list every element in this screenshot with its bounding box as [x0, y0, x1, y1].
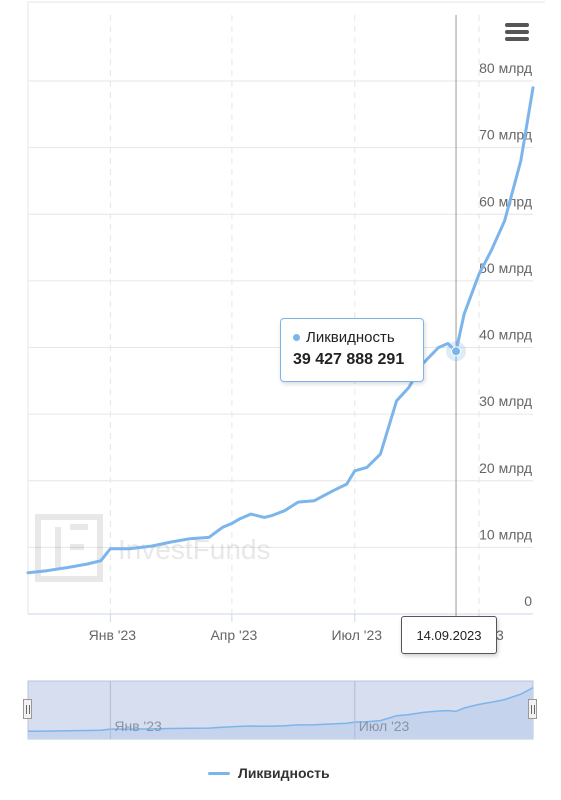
data-point [437, 346, 440, 349]
x-tick-label: Апр '23 [210, 627, 257, 643]
y-tick-label: 50 млрд [479, 260, 532, 276]
y-tick-label: 10 млрд [479, 526, 532, 542]
y-tick-label: 30 млрд [479, 393, 532, 409]
tooltip: Ликвидность 39 427 888 291 [280, 318, 424, 382]
x-tick-label: Июл '23 [331, 627, 382, 643]
navigator-tick-label: Янв '23 [114, 718, 162, 734]
data-point [283, 509, 286, 512]
data-point [263, 516, 266, 519]
y-tick-label: 70 млрд [479, 127, 532, 143]
y-tick-label: 80 млрд [479, 60, 532, 76]
y-tick-label: 40 млрд [479, 327, 532, 343]
data-point [463, 313, 465, 316]
data-point [297, 501, 299, 503]
data-point [100, 559, 102, 562]
data-point [231, 522, 233, 525]
data-point [170, 541, 172, 543]
chart-axes: 0 10 млрд 20 млрд 30 млрд 40 млрд 50 млрд 60 м… [28, 60, 533, 643]
data-point [67, 566, 70, 569]
y-tick-label: 20 млрд [479, 460, 532, 476]
navigator-area [28, 687, 533, 739]
data-point [366, 466, 368, 469]
navigator-left-handle[interactable] [23, 699, 32, 719]
data-point [109, 547, 112, 550]
data-point [239, 517, 241, 520]
navigator-selected-range[interactable] [28, 681, 533, 739]
navigator-right-handle[interactable] [528, 699, 537, 719]
data-point [221, 526, 224, 529]
data-point [151, 545, 153, 547]
data-point [345, 483, 348, 485]
data-point [27, 571, 29, 574]
data-point [532, 86, 534, 89]
data-point [408, 386, 410, 389]
data-point [332, 489, 335, 492]
data-point [208, 536, 210, 539]
data-point [189, 537, 191, 540]
chart-grid [27, 1, 545, 615]
watermark-logo: InvestFunds [35, 514, 271, 582]
hamburger-menu-icon[interactable] [500, 20, 534, 50]
legend-label: Ликвидность [238, 765, 330, 781]
y-tick-label: 0 [524, 593, 532, 609]
data-point [271, 514, 274, 517]
watermark-logo-mark [35, 514, 103, 582]
data-point [379, 453, 382, 455]
watermark: InvestFunds [35, 514, 271, 582]
crosshair-date-label: 14.09.2023 [401, 616, 497, 654]
data-point [520, 160, 522, 162]
data-point [478, 273, 480, 276]
tooltip-series-dot [293, 334, 300, 341]
crosshair [446, 15, 467, 618]
data-point [313, 499, 316, 502]
navigator-series-line [27, 686, 534, 733]
highlight-point [451, 346, 462, 357]
data-point [503, 220, 506, 222]
y-tick-label: 60 млрд [479, 193, 532, 209]
x-tick-label: Янв '23 [89, 627, 137, 643]
data-point [128, 547, 131, 550]
data-point [86, 563, 89, 565]
legend-item[interactable]: Ликвидность [208, 762, 330, 784]
tooltip-value: 39 427 888 291 [293, 351, 405, 368]
legend-line-icon [208, 771, 230, 775]
data-point [46, 569, 48, 572]
data-point [250, 513, 252, 515]
data-point [395, 400, 398, 402]
navigator-tick-label: Июл '23 [359, 718, 410, 734]
data-point [490, 250, 492, 252]
data-point [447, 342, 449, 345]
tooltip-series-name: Ликвидность [306, 329, 395, 346]
data-point [354, 470, 356, 472]
